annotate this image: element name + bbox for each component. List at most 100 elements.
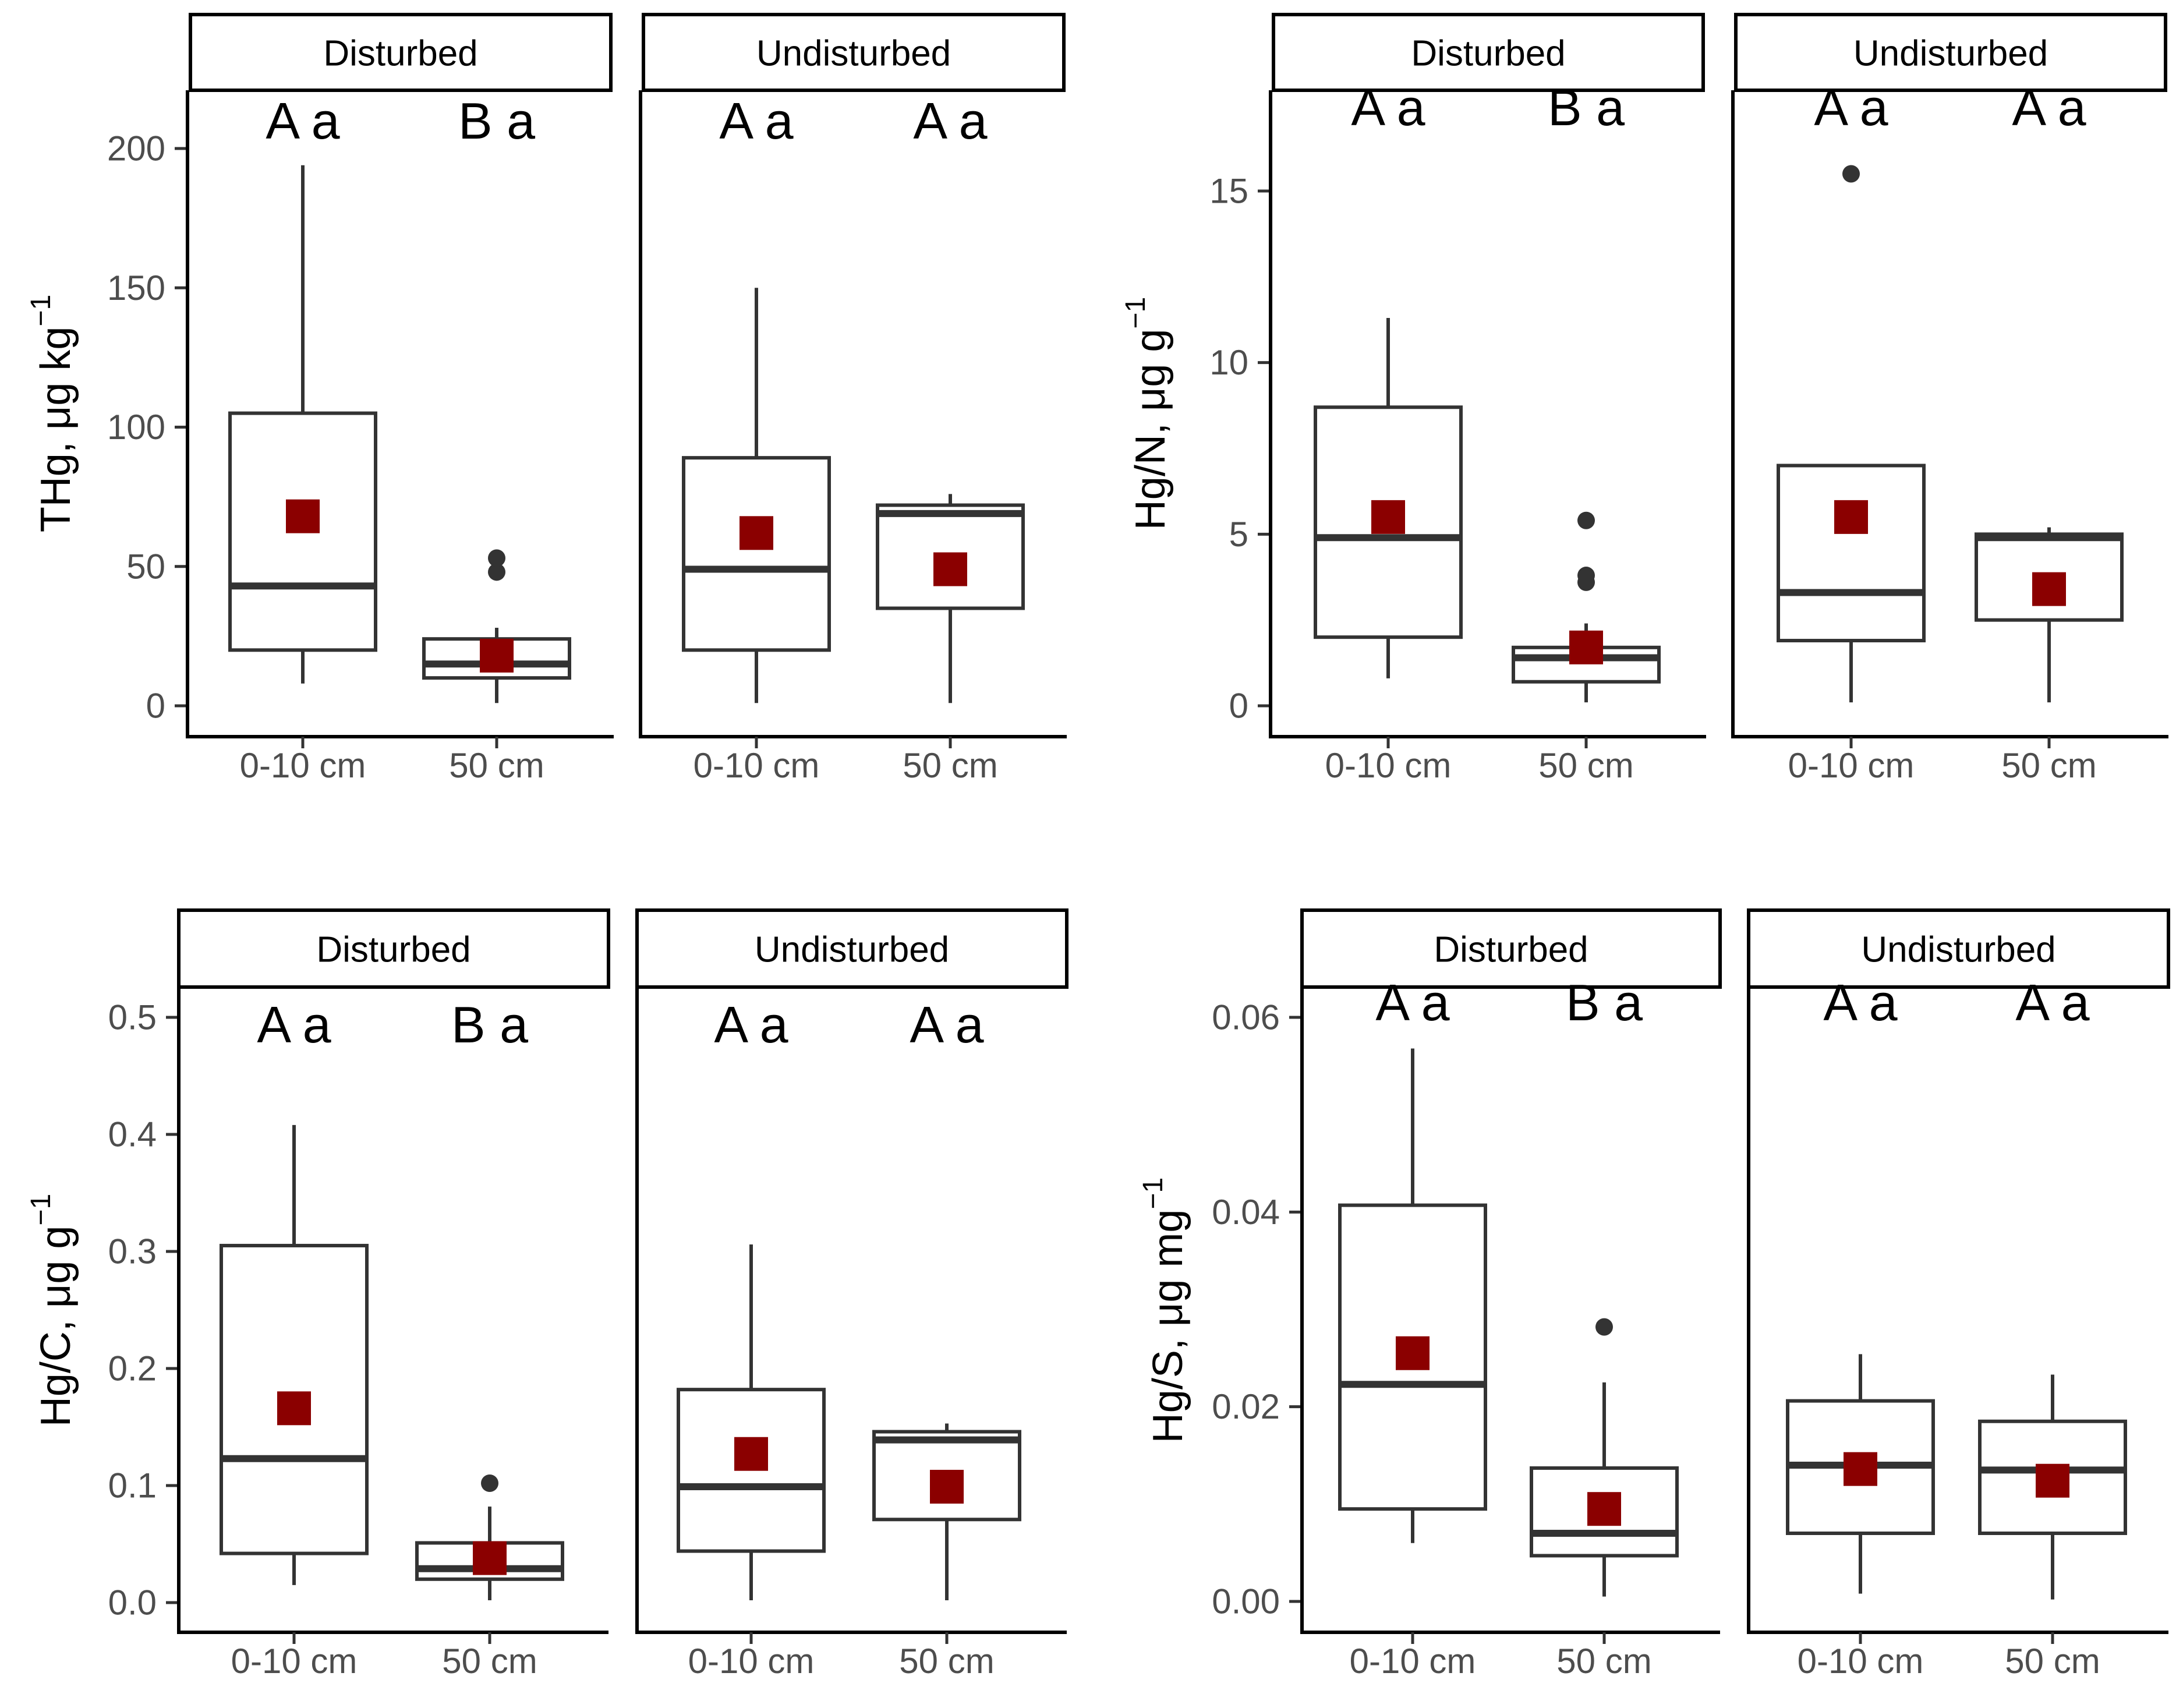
x-tick-label: 0-10 cm <box>1325 746 1452 785</box>
significance-letters: A a <box>1823 974 1897 1031</box>
mean-marker <box>277 1391 311 1426</box>
mean-marker <box>1569 630 1603 664</box>
facet-strip-label: Disturbed <box>1411 34 1565 74</box>
box-group: A a 0-10 cm <box>1314 79 1463 785</box>
facet-strip-label: Disturbed <box>316 930 470 970</box>
facet-strip <box>189 13 613 92</box>
outlier-point <box>488 549 505 567</box>
box-group: A a 0-10 cm <box>1338 974 1487 1681</box>
x-tick-label: 50 cm <box>1538 746 1633 785</box>
y-axis-label-superscript: −1 <box>1138 1177 1169 1210</box>
y-axis-label: THg, μg kg−1 <box>26 295 79 532</box>
significance-letters: A a <box>266 92 339 150</box>
significance-letters: A a <box>719 92 793 150</box>
x-tick-label: 0-10 cm <box>1788 746 1915 785</box>
box-group: A a 0-10 cm <box>228 92 377 785</box>
facet-strip <box>1747 908 2170 989</box>
y-axis-label-superscript: −1 <box>26 295 56 327</box>
x-tick-label: 50 cm <box>2001 746 2096 785</box>
y-axis-label-text: Hg/S, μg mg <box>1145 1210 1191 1444</box>
facet-strip-label: Undisturbed <box>756 34 951 74</box>
y-axis-label: Hg/C, μg g−1 <box>26 1194 79 1427</box>
panel-undisturbed: Undisturbed A a 0-10 cm A a 50 cm <box>1731 13 2168 785</box>
y-tick-label: 0.0 <box>108 1583 157 1622</box>
y-tick-label: 0.3 <box>108 1232 157 1271</box>
significance-letters: A a <box>1351 79 1425 136</box>
y-tick-label: 0 <box>146 687 165 726</box>
significance-letters: A a <box>2012 79 2086 136</box>
facet-strip-label: Disturbed <box>1434 930 1588 970</box>
y-tick-label: 200 <box>107 129 165 168</box>
significance-letters: A a <box>2015 974 2089 1031</box>
box-group: B a 50 cm <box>422 92 571 785</box>
panel-undisturbed: Undisturbed A a 0-10 cm A a 50 cm <box>639 13 1067 785</box>
y-tick-label: 0.06 <box>1212 998 1280 1037</box>
x-tick-label: 50 cm <box>903 746 997 785</box>
x-tick-label: 50 cm <box>899 1642 994 1681</box>
mean-marker <box>734 1437 768 1471</box>
x-tick-label: 0-10 cm <box>688 1642 815 1681</box>
facet-strip-label: Undisturbed <box>1861 930 2055 970</box>
y-tick-label: 0.4 <box>108 1115 157 1154</box>
significance-letters: A a <box>714 996 788 1053</box>
mean-marker <box>473 1541 507 1575</box>
outlier-point <box>1577 511 1595 529</box>
box-group: B a 50 cm <box>1530 974 1679 1681</box>
y-axis-label-text: Hg/C, μg g <box>33 1226 79 1427</box>
chart-4: Hg/S, μg mg−10.000.020.040.06DisturbedA … <box>1138 908 2170 1681</box>
y-tick-label: 50 <box>126 547 165 586</box>
significance-letters: A a <box>1814 79 1888 136</box>
mean-marker <box>1844 1452 1877 1486</box>
significance-letters: A a <box>1375 974 1449 1031</box>
outlier-point <box>481 1474 498 1492</box>
y-tick-label: 0.02 <box>1212 1387 1280 1426</box>
mean-marker <box>1587 1492 1621 1526</box>
facet-strip <box>1272 13 1705 92</box>
x-tick-label: 50 cm <box>1556 1642 1651 1681</box>
significance-letters: B a <box>1566 974 1643 1031</box>
outlier-point <box>1595 1318 1613 1336</box>
box-group: A a 50 cm <box>876 92 1025 785</box>
x-tick-label: 50 cm <box>2005 1642 2100 1681</box>
box-group: A a 50 cm <box>872 996 1021 1681</box>
facet-strip <box>635 908 1068 989</box>
box-group: A a 50 cm <box>1978 974 2127 1681</box>
y-axis-label-superscript: −1 <box>26 1194 56 1226</box>
facet-strip <box>642 13 1066 92</box>
box-group: A a 0-10 cm <box>677 996 826 1681</box>
facet-strip <box>1734 13 2167 92</box>
significance-letters: B a <box>458 92 535 150</box>
facet-strip-label: Undisturbed <box>1853 34 2048 74</box>
significance-letters: A a <box>257 996 331 1053</box>
significance-letters: A a <box>910 996 983 1053</box>
mean-marker <box>2032 572 2066 606</box>
box-iqr <box>682 456 831 652</box>
y-tick-label: 100 <box>107 408 165 447</box>
box-group: A a 0-10 cm <box>220 996 369 1681</box>
box-iqr <box>1314 405 1463 639</box>
y-tick-label: 150 <box>107 268 165 307</box>
x-tick-label: 0-10 cm <box>1798 1642 1924 1681</box>
outlier-point <box>1842 165 1860 183</box>
significance-letters: B a <box>451 996 528 1053</box>
y-tick-label: 0.5 <box>108 998 157 1037</box>
mean-marker <box>740 516 773 550</box>
y-tick-label: 0.2 <box>108 1349 157 1388</box>
box-group: A a 0-10 cm <box>682 92 831 785</box>
box-group: A a 0-10 cm <box>1777 79 1926 785</box>
x-tick-label: 0-10 cm <box>1350 1642 1476 1681</box>
x-tick-label: 50 cm <box>449 746 544 785</box>
facet-strip <box>177 908 610 989</box>
box-group: A a 50 cm <box>1975 79 2124 785</box>
x-tick-label: 50 cm <box>442 1642 537 1681</box>
mean-marker <box>1396 1336 1430 1370</box>
y-axis-label-superscript: −1 <box>1120 297 1151 329</box>
chart-2: Hg/N, μg g−1 0 5 10 15 Disturbed A a 0-10 cm B a… <box>1120 13 2168 785</box>
y-tick-label: 0.1 <box>108 1466 157 1505</box>
chart-1: THg, μg kg−1 0 50 100 150 200 Disturbed A a 0-10… <box>26 13 1067 785</box>
y-tick-label: 0.00 <box>1212 1582 1280 1621</box>
box-group: A a 0-10 cm <box>1786 974 1935 1681</box>
